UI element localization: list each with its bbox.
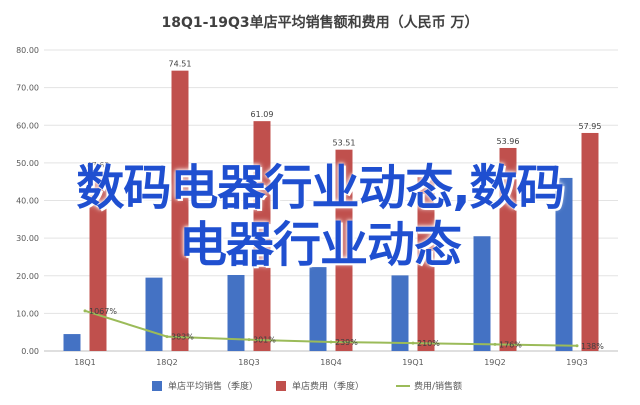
ratio-line: 1067% 383% 301% 239% 210% 176% 138% [83,307,604,351]
y-tick-label: 20.00 [16,272,39,281]
bar [227,274,245,351]
legend: 单店平均销售（季度） 单店费用（季度） 费用/销售额 [152,380,462,392]
y-tick-label: 80.00 [16,46,39,55]
line-data-label: 239% [335,338,358,347]
x-tick-label: 19Q2 [484,358,506,367]
line-point [83,309,87,313]
bars: 47.62 74.51 61.09 53.51 53.96 57.95 [63,60,602,352]
y-tick-label: 40.00 [16,197,39,206]
legend-swatch [276,381,286,391]
legend-label: 单店费用（季度） [292,380,364,392]
bar [253,121,271,352]
legend-swatch [152,381,162,391]
bar-data-label: 57.95 [579,122,602,131]
bar [581,132,599,351]
y-tick-label: 10.00 [16,309,39,318]
line-point [493,342,497,346]
x-tick-label: 18Q2 [156,358,178,367]
y-axis-ticks: 0.00 10.00 20.00 30.00 40.00 50.00 60.00 70.00 8… [16,46,39,356]
bar-data-label: 74.51 [169,60,192,69]
y-tick-label: 0.00 [21,347,39,356]
bar-data-label: 61.09 [251,110,274,119]
line-point [575,344,579,348]
bar [63,334,81,351]
x-tick-label: 18Q3 [238,358,260,367]
line-data-label: 210% [417,339,440,348]
bar-data-label: 53.96 [497,137,520,146]
y-tick-label: 60.00 [16,121,39,130]
bar [417,177,435,351]
line-data-label: 1067% [89,307,117,316]
line-data-label: 176% [499,340,522,349]
bar [391,275,409,351]
x-tick-label: 19Q3 [566,358,588,367]
line-data-label: 383% [171,333,194,342]
legend-label: 费用/销售额 [414,380,462,392]
x-tick-label: 19Q1 [402,358,424,367]
chart-title: 18Q1-19Q3单店平均销售额和费用（人民币 万） [162,14,479,31]
x-axis-ticks: 18Q1 18Q2 18Q3 18Q4 19Q1 19Q2 19Q3 [74,358,588,367]
line-point [165,335,169,339]
bar [499,147,517,351]
bar-data-label: 47.62 [87,161,110,170]
line-data-label: 301% [253,336,276,345]
legend-label: 单店平均销售（季度） [168,380,258,392]
gridlines [44,49,618,352]
bar [309,267,327,351]
bar [145,277,163,351]
bar [555,177,573,351]
bar-data-label: 53.51 [333,139,356,148]
line-point [411,341,415,345]
y-tick-label: 30.00 [16,234,39,243]
y-tick-label: 50.00 [16,159,39,168]
line-point [247,338,251,342]
bar [89,171,107,351]
line-data-label: 138% [581,342,604,351]
y-tick-label: 70.00 [16,84,39,93]
bar [171,70,189,351]
bar [473,236,491,351]
bar [335,149,353,351]
line-point [329,340,333,344]
x-tick-label: 18Q1 [74,358,96,367]
x-tick-label: 18Q4 [320,358,342,367]
